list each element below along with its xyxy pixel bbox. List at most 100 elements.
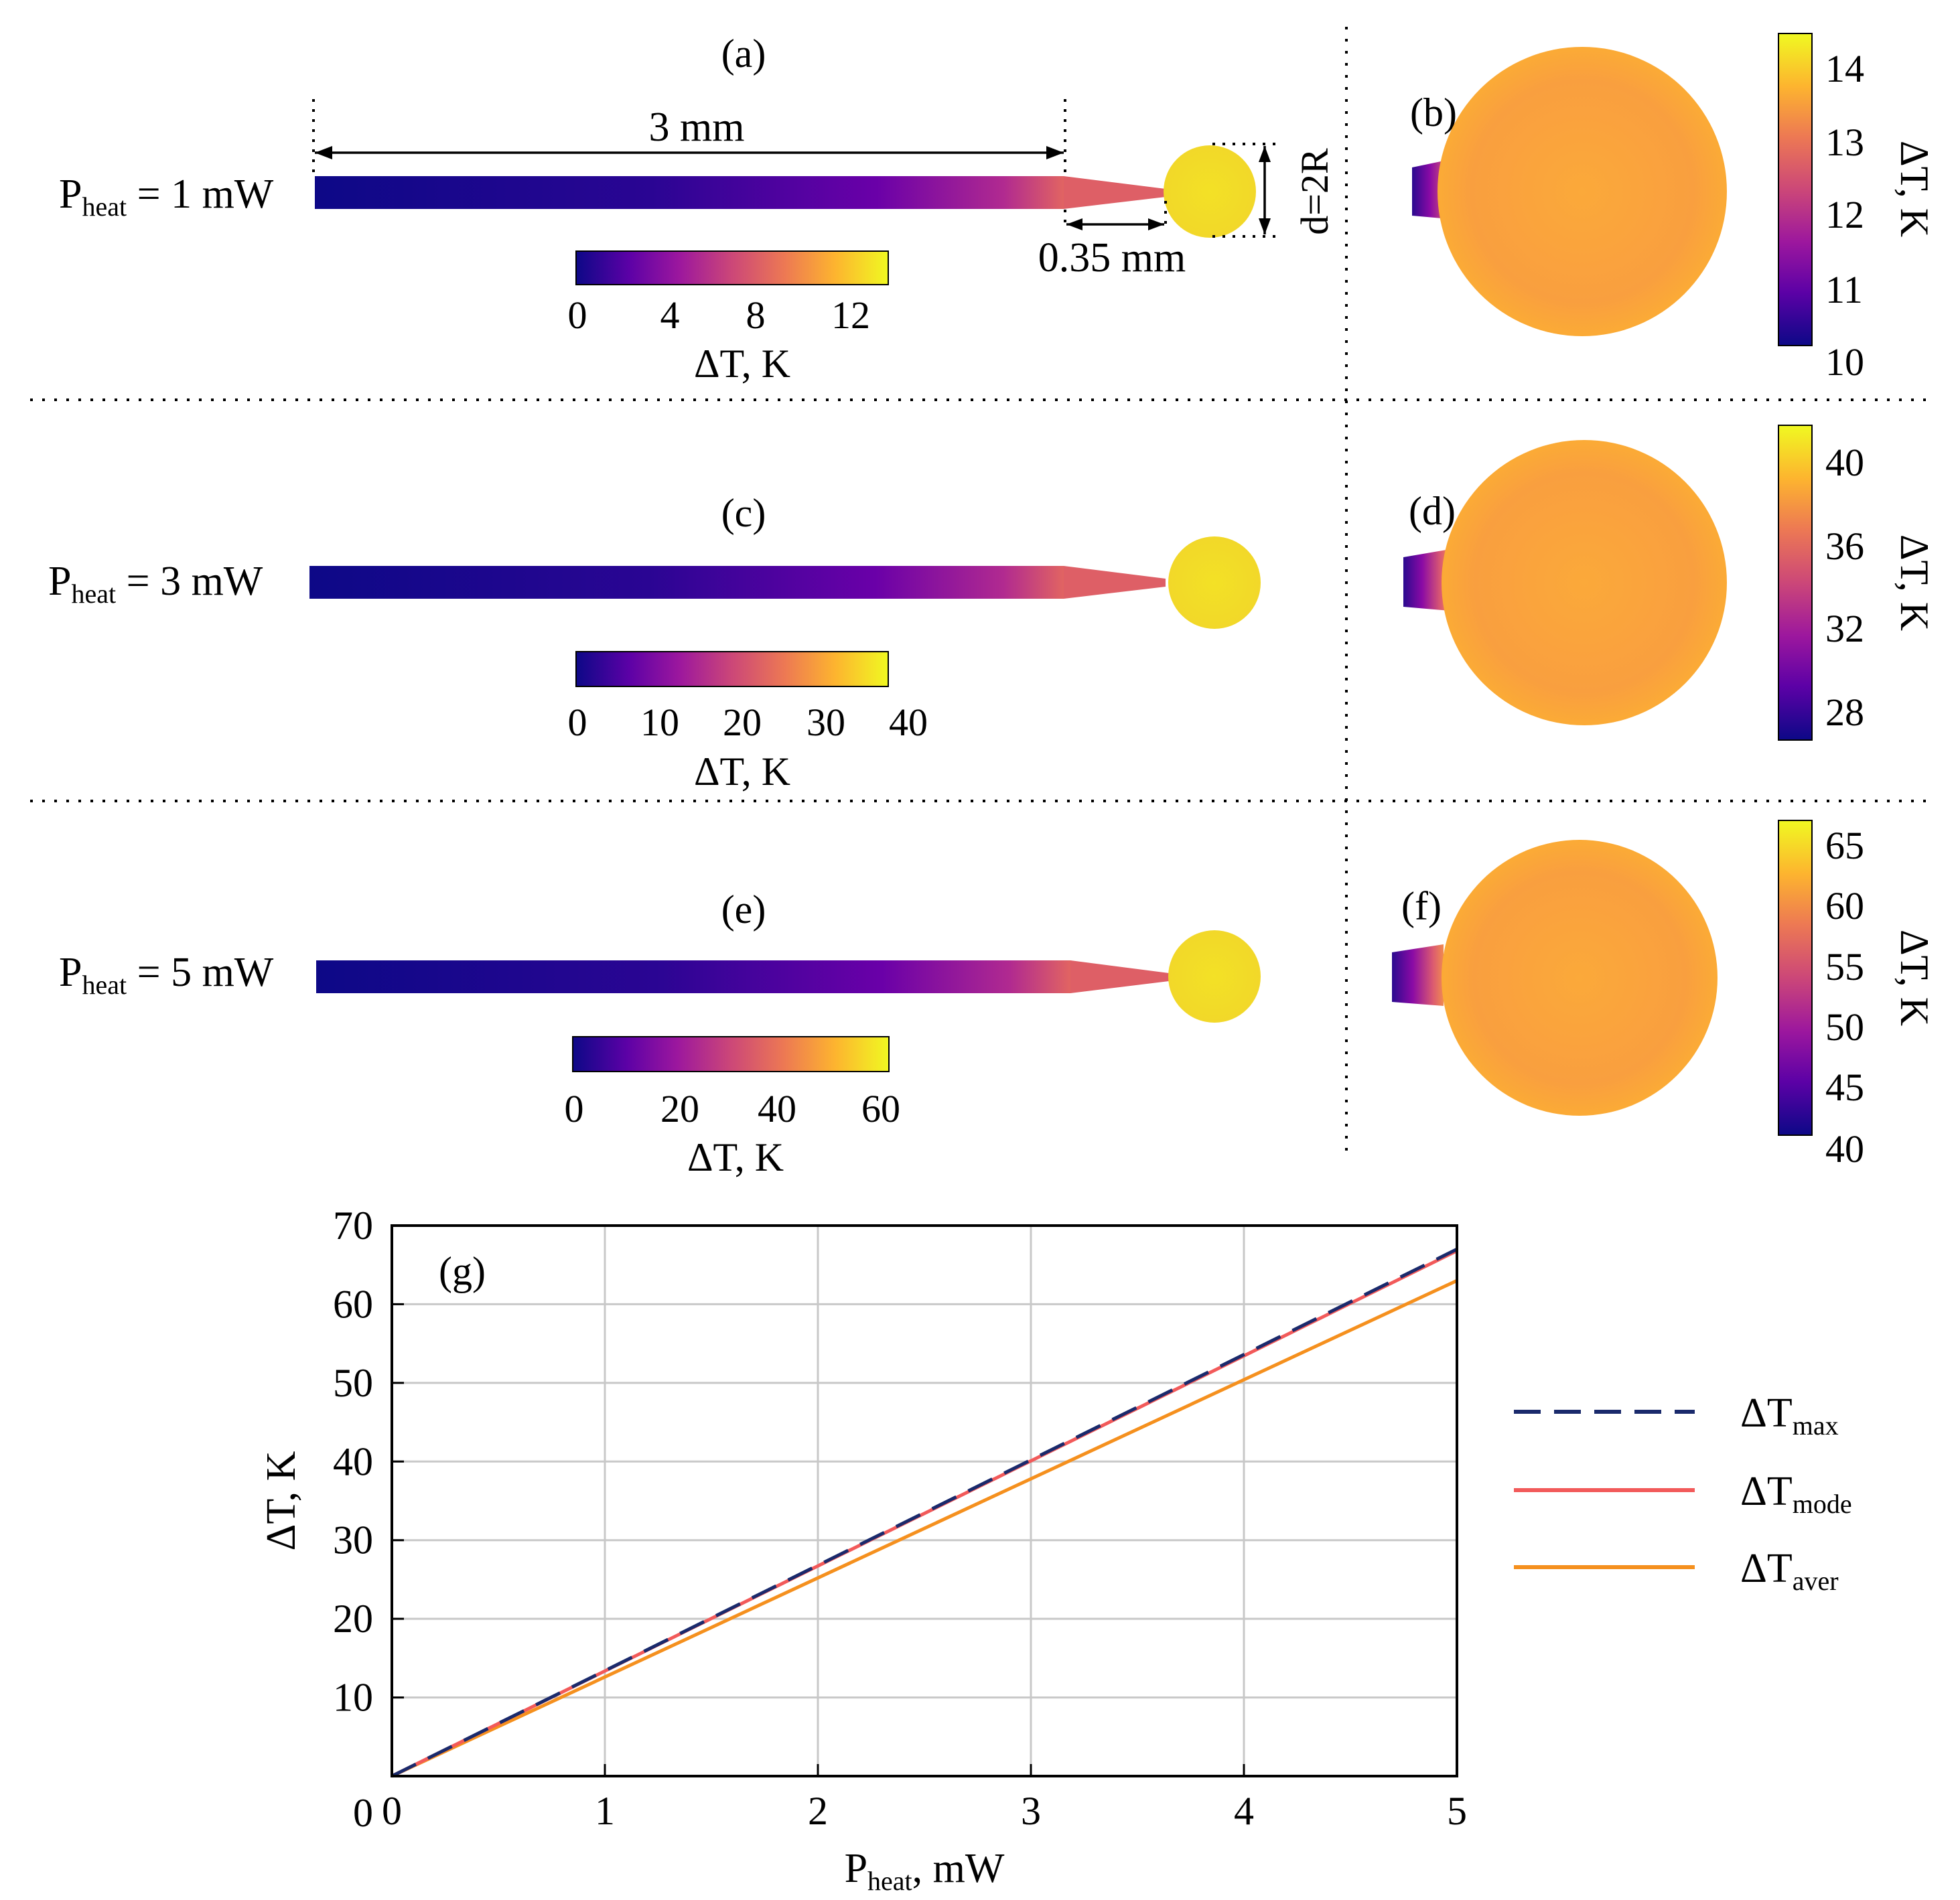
dim-diameter-text: d=2R bbox=[1293, 148, 1336, 235]
colorbar-c-tick: 0 bbox=[568, 701, 587, 744]
y-tick-label: 70 bbox=[333, 1203, 373, 1248]
colorbar-a-label: ΔT, K bbox=[694, 342, 790, 386]
colorbar-d-label: ΔT, K bbox=[1892, 534, 1937, 631]
fiber-taper-e bbox=[1070, 960, 1169, 993]
y-tick-label: 30 bbox=[333, 1518, 373, 1562]
colorbar-e-tick: 60 bbox=[861, 1087, 900, 1130]
sphere-c bbox=[1168, 536, 1261, 629]
colorbar-e-tick: 20 bbox=[660, 1087, 699, 1130]
fiber-e bbox=[316, 960, 1070, 993]
panel-e: (e) Pheat = 5 mW 0 20 40 60 ΔT, K bbox=[59, 887, 1261, 1179]
sphere-d bbox=[1442, 440, 1727, 725]
legend-label-mode: ΔTmode bbox=[1740, 1469, 1852, 1519]
x-tick-label: 3 bbox=[1021, 1789, 1041, 1833]
colorbar-b-tick: 10 bbox=[1825, 340, 1864, 384]
y-tick-label: 0 bbox=[353, 1791, 373, 1835]
colorbar-f-tick: 50 bbox=[1825, 1005, 1864, 1049]
arrowhead-taper-right bbox=[1148, 218, 1164, 230]
colorbar-c-tick: 20 bbox=[723, 701, 762, 744]
chart-grid bbox=[392, 1226, 1457, 1776]
chart-series bbox=[391, 1247, 1458, 1778]
colorbar-f-label: ΔT, K bbox=[1892, 930, 1937, 1026]
stub-d bbox=[1403, 549, 1450, 611]
colorbar-c-label: ΔT, K bbox=[694, 749, 790, 794]
y-tick-label: 60 bbox=[333, 1282, 373, 1326]
colorbar-c-tick: 10 bbox=[640, 701, 679, 744]
series-line-aver bbox=[391, 1278, 1458, 1778]
sphere-b bbox=[1438, 47, 1727, 336]
colorbar-c-tick: 40 bbox=[889, 701, 928, 744]
colorbar-c bbox=[575, 651, 889, 687]
colorbar-d bbox=[1778, 425, 1813, 741]
colorbar-e bbox=[572, 1036, 890, 1072]
arrowhead-right bbox=[1046, 146, 1064, 159]
panel-a-label: (a) bbox=[721, 31, 766, 76]
chart-panel-label: (g) bbox=[439, 1249, 486, 1293]
colorbar-d-tick: 32 bbox=[1825, 607, 1864, 650]
arrowhead-left bbox=[315, 146, 332, 159]
y-axis-label: ΔT, K bbox=[259, 1451, 304, 1550]
panel-e-label: (e) bbox=[721, 887, 766, 932]
sphere-f bbox=[1442, 840, 1718, 1116]
chart-legend: ΔTmax ΔTmode ΔTaver bbox=[1514, 1390, 1852, 1596]
colorbar-a-tick: 0 bbox=[568, 293, 587, 337]
x-tick-label: 5 bbox=[1447, 1789, 1467, 1833]
y-tick-label: 10 bbox=[333, 1676, 373, 1720]
panel-f: (f) 65 60 55 50 45 40 ΔT, K bbox=[1392, 820, 1937, 1171]
arrowhead-diam-bottom bbox=[1259, 218, 1271, 234]
colorbar-e-tick: 0 bbox=[565, 1087, 584, 1130]
y-tick-label: 50 bbox=[333, 1361, 373, 1405]
colorbar-f bbox=[1778, 820, 1813, 1136]
dim-length-text: 3 mm bbox=[649, 104, 745, 150]
panel-a: (a) Pheat = 1 mW 3 mm 0.35 mm d=2R 0 4 8… bbox=[59, 31, 1336, 386]
sphere-e bbox=[1168, 930, 1261, 1023]
legend-label-aver: ΔTaver bbox=[1740, 1546, 1839, 1596]
panel-a-power-label: Pheat = 1 mW bbox=[59, 171, 274, 222]
colorbar-a-tick: 8 bbox=[746, 293, 766, 337]
y-tick-label: 20 bbox=[333, 1597, 373, 1641]
colorbar-b bbox=[1778, 33, 1813, 346]
legend-label-max: ΔTmax bbox=[1740, 1390, 1839, 1441]
x-tick-label: 0 bbox=[382, 1789, 402, 1833]
panel-c-label: (c) bbox=[721, 491, 766, 535]
colorbar-b-tick: 12 bbox=[1825, 193, 1864, 236]
colorbar-f-tick: 45 bbox=[1825, 1066, 1864, 1109]
fiber-c bbox=[309, 566, 1064, 599]
panel-f-label: (f) bbox=[1401, 884, 1442, 928]
plot-frame bbox=[391, 1224, 1458, 1777]
panel-d-label: (d) bbox=[1409, 489, 1456, 533]
colorbar-d-tick: 36 bbox=[1825, 524, 1864, 568]
stub-f bbox=[1392, 944, 1444, 1006]
panel-b: (b) 14 13 12 11 10 ΔT, K bbox=[1410, 33, 1937, 384]
colorbar-f-tick: 60 bbox=[1825, 884, 1864, 928]
colorbar-b-label: ΔT, K bbox=[1892, 141, 1937, 237]
colorbar-e-label: ΔT, K bbox=[687, 1135, 784, 1179]
panel-d: (d) 40 36 32 28 ΔT, K bbox=[1403, 425, 1937, 741]
x-tick-label: 1 bbox=[595, 1789, 615, 1833]
colorbar-f-tick: 65 bbox=[1825, 824, 1864, 867]
colorbar-b-tick: 11 bbox=[1825, 268, 1863, 311]
colorbar-d-tick: 40 bbox=[1825, 441, 1864, 484]
series-line-max bbox=[391, 1247, 1458, 1778]
colorbar-a-tick: 4 bbox=[660, 293, 680, 337]
colorbar-a bbox=[575, 250, 889, 285]
y-tick-label: 40 bbox=[333, 1439, 373, 1483]
x-axis-label: Pheat, mW bbox=[845, 1846, 1005, 1896]
colorbar-f-tick: 55 bbox=[1825, 945, 1864, 989]
x-tick-label: 4 bbox=[1234, 1789, 1254, 1833]
arrowhead-diam-top bbox=[1259, 146, 1271, 162]
colorbar-c-tick: 30 bbox=[807, 701, 845, 744]
dim-taper-text: 0.35 mm bbox=[1038, 235, 1186, 281]
fiber-taper-a bbox=[1064, 176, 1166, 209]
panel-c: (c) Pheat = 3 mW 0 10 20 30 40 ΔT, K bbox=[48, 491, 1261, 794]
colorbar-a-tick: 12 bbox=[831, 293, 870, 337]
colorbar-e-tick: 40 bbox=[758, 1087, 796, 1130]
fiber-taper-c bbox=[1064, 566, 1166, 599]
sphere-a bbox=[1164, 145, 1256, 238]
arrowhead-taper-left bbox=[1066, 218, 1082, 230]
fiber-a bbox=[315, 176, 1064, 209]
colorbar-d-tick: 28 bbox=[1825, 690, 1864, 734]
